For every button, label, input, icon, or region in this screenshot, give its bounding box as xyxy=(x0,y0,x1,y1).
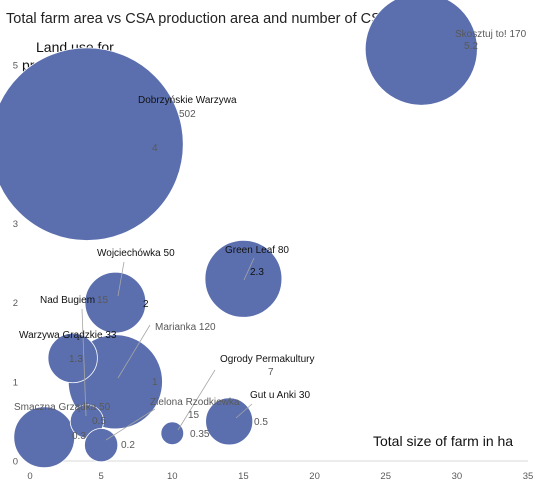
x-tick-label: 20 xyxy=(309,471,320,482)
x-axis-label: Total size of farm in ha xyxy=(373,433,513,449)
x-tick-label: 25 xyxy=(380,471,391,482)
bubble-name-label: Dobrzyńskie Warzywa xyxy=(138,95,237,106)
x-tick-label: 10 xyxy=(167,471,178,482)
bubble-name-label: Wojciechówka 50 xyxy=(97,248,175,259)
bubble-size-label: 7 xyxy=(268,367,274,378)
bubble-value-label: 4 xyxy=(152,143,158,154)
y-tick-label: 5 xyxy=(13,61,18,72)
bubble-value-label: 0.35 xyxy=(190,429,210,440)
bubble-size-label: 15 xyxy=(188,410,200,421)
bubble-name-label: Zielona Rzodkiewka xyxy=(150,397,240,408)
bubble-name-label: Nad Bugiem xyxy=(40,295,95,306)
y-tick-label: 2 xyxy=(13,298,18,309)
bubble-value-label: 0.3 xyxy=(72,431,86,442)
bubble xyxy=(205,397,254,446)
x-tick-label: 0 xyxy=(27,471,32,482)
bubble-size-label: 502 xyxy=(179,109,196,120)
bubble-value-label: 5.2 xyxy=(464,41,478,52)
bubble-size-label: 15 xyxy=(97,295,109,306)
y-tick-label: 0 xyxy=(13,457,18,468)
y-tick-label: 3 xyxy=(13,219,18,230)
bubble-value-label: 0.5 xyxy=(92,416,106,427)
x-tick-labels: 0 5 10 15 20 25 30 35 xyxy=(27,471,533,482)
leader-line xyxy=(235,403,253,419)
leader-line xyxy=(243,257,255,281)
chart-title: Total farm area vs CSA production area a… xyxy=(6,11,465,27)
bubble-name-label: Marianka 120 xyxy=(155,322,216,333)
bubble-value-label: 1 xyxy=(152,377,158,388)
leader-lines xyxy=(81,257,255,441)
bubble xyxy=(0,47,184,241)
bubble-name-label: Ogrody Permakultury xyxy=(220,354,314,365)
x-tick-label: 35 xyxy=(523,471,534,482)
bubble-value-label: 2.3 xyxy=(250,267,264,278)
x-tick-label: 15 xyxy=(238,471,249,482)
y-tick-label: 1 xyxy=(13,377,18,388)
bubble-name-label: Green Leaf 80 xyxy=(225,245,289,256)
bubble xyxy=(84,271,147,334)
bubble-value-label: 0.5 xyxy=(254,417,268,428)
leader-line xyxy=(81,308,87,417)
x-tick-label: 5 xyxy=(98,471,103,482)
leader-line xyxy=(117,261,125,297)
bubbles xyxy=(0,0,478,469)
bubble-name-label: Skosztuj to! 170 xyxy=(455,29,527,40)
bubble xyxy=(364,0,478,106)
bubble-value-label: 0.2 xyxy=(121,440,135,451)
bubble-value-label: 2 xyxy=(143,299,149,310)
bubble-value-label: 1.3 xyxy=(69,354,83,365)
leader-line xyxy=(105,408,156,441)
x-tick-label: 30 xyxy=(452,471,463,482)
bubble-name-label: Smaczna Grządka 50 xyxy=(14,402,111,413)
bubble-name-label: Warzywa Grądzkie 33 xyxy=(19,330,117,341)
leader-line xyxy=(177,369,216,431)
bubble xyxy=(160,421,185,446)
bubble xyxy=(84,428,119,463)
bubble xyxy=(204,239,283,318)
bubble xyxy=(47,332,98,384)
bubble-name-label: Gut u Anki 30 xyxy=(250,390,310,401)
bubble xyxy=(13,406,76,469)
leader-line xyxy=(117,324,151,379)
